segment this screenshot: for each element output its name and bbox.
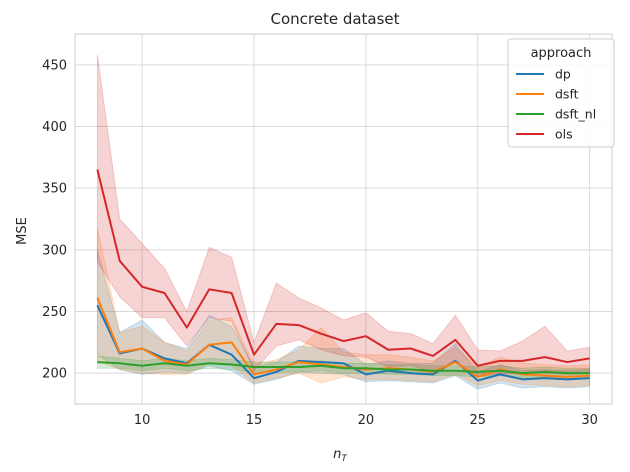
y-tick-label: 450 (42, 58, 67, 73)
series-line-dsft_nl (97, 361, 590, 375)
legend-label-dp: dp (555, 67, 571, 82)
y-tick-label: 200 (42, 367, 67, 382)
y-ticks: 200 250 300 350 400 450 (42, 58, 67, 381)
x-ticks: 10 15 20 25 30 (134, 413, 598, 428)
confidence-band-dp (96, 249, 591, 390)
y-axis-label: MSE (15, 217, 30, 245)
legend-label-ols: ols (555, 127, 573, 142)
legend-title: approach (531, 46, 592, 61)
series-lines (96, 169, 590, 382)
y-tick-label: 400 (42, 120, 67, 135)
legend-label-dsft: dsft (555, 87, 579, 102)
x-axis-label-sub: T (341, 454, 348, 464)
confidence-band-dsft (96, 227, 591, 388)
y-tick-label: 250 (42, 305, 67, 320)
x-tick-label: 20 (358, 413, 375, 428)
x-axis-label-main: n (333, 447, 341, 462)
plot-frame (74, 33, 613, 405)
series-line-dp (96, 304, 590, 382)
x-tick-label: 25 (469, 413, 486, 428)
y-tick-label: 350 (42, 182, 67, 197)
x-axis-label: nT (333, 447, 348, 464)
x-tick-label: 15 (246, 413, 263, 428)
series-line-ols (96, 169, 590, 367)
chart-title: Concrete dataset (270, 10, 399, 28)
y-tick-label: 300 (42, 243, 67, 258)
x-tick-label: 30 (581, 413, 598, 428)
x-tick-label: 10 (134, 413, 151, 428)
legend-label-dsft_nl: dsft_nl (555, 107, 596, 122)
legend-box (507, 38, 615, 148)
